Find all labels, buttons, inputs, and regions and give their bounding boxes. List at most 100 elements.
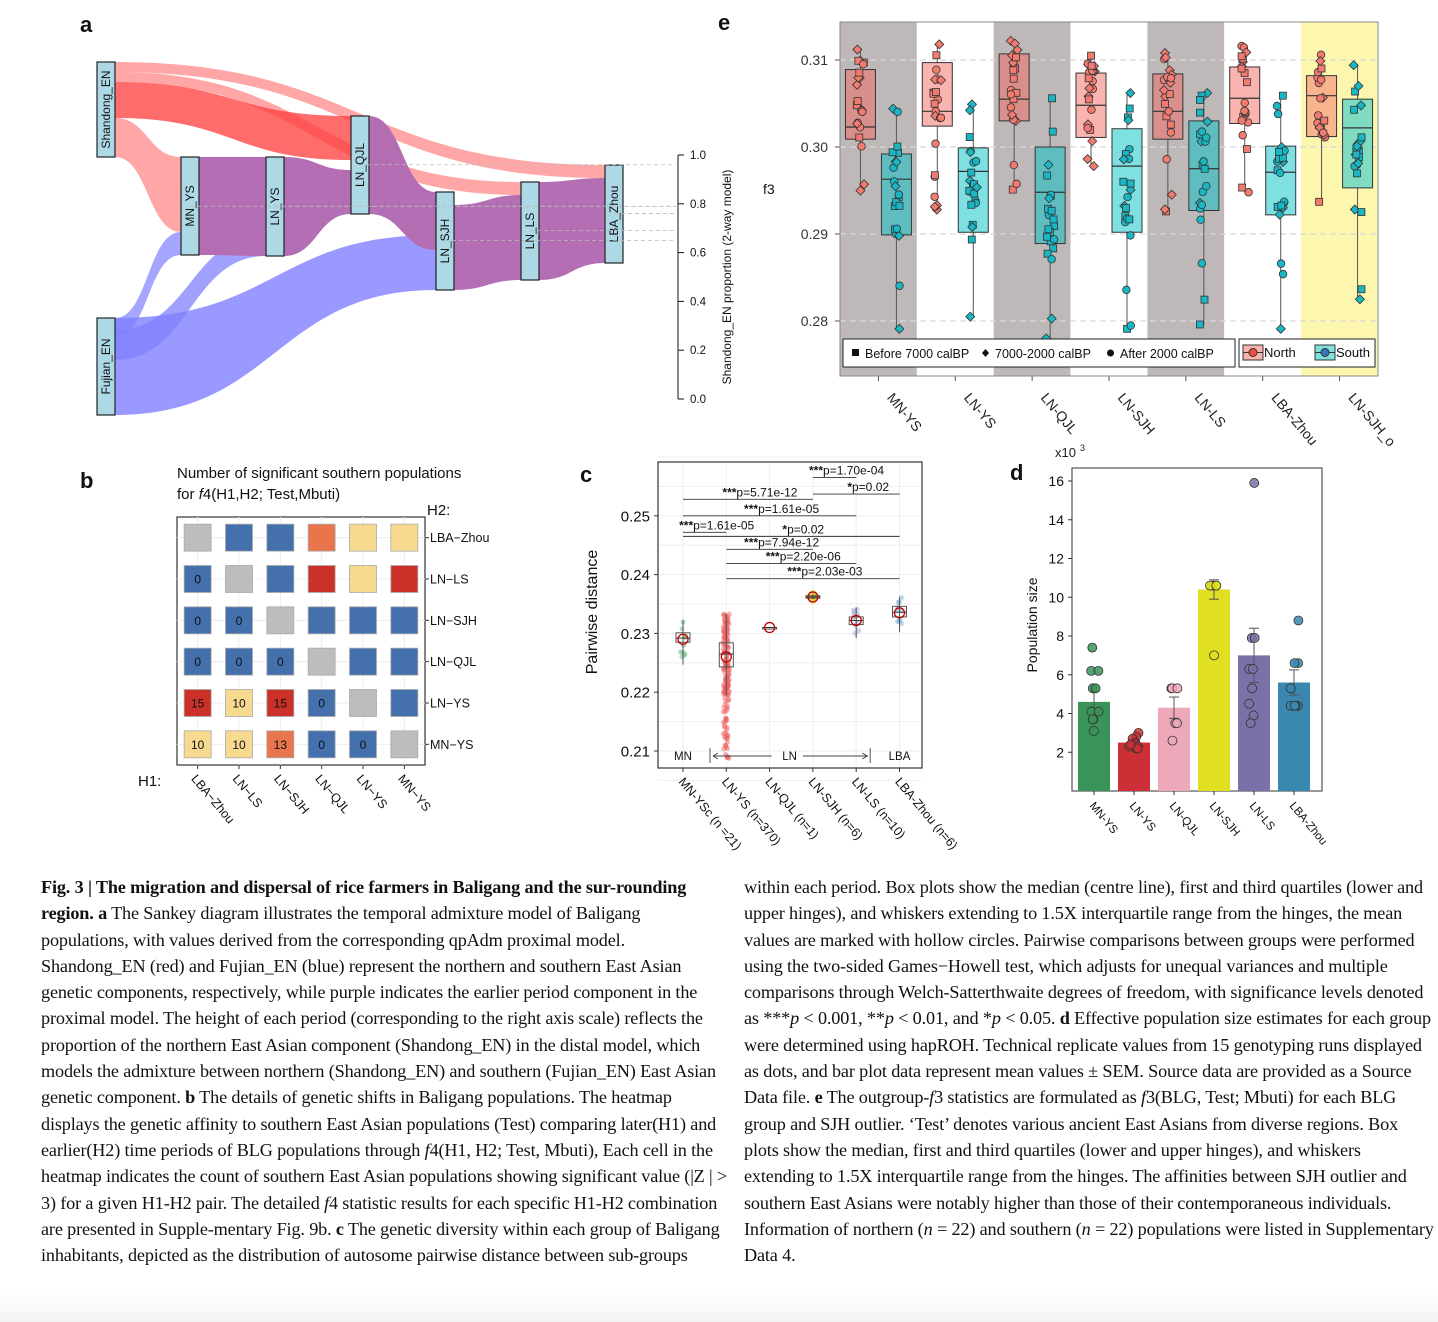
heatmap-cell xyxy=(390,523,419,552)
comparison-pvalue: p=0.02 xyxy=(787,522,824,536)
f3-point-north xyxy=(1317,64,1326,73)
sankey-node-shandong_en xyxy=(96,61,116,158)
f3-point-south xyxy=(1199,157,1208,166)
heatmap-y-tick-label: LN−LS xyxy=(430,573,469,587)
heatmap-cell xyxy=(183,689,212,717)
heatmap-cell-value: 0 xyxy=(194,614,201,628)
comparison-label: ***p=1.61e-05 xyxy=(679,518,754,532)
popsize-replicate-point xyxy=(1289,700,1300,711)
pairwise-point xyxy=(724,745,730,751)
f3-point-north xyxy=(1241,47,1252,58)
comparison-label: ***p=2.20e-06 xyxy=(766,549,841,563)
f3-point-south xyxy=(1277,201,1286,210)
f3-point-north xyxy=(1009,160,1019,170)
population-scale-exponent: 3 xyxy=(1080,443,1085,453)
caption-run: The outgroup- xyxy=(822,1087,930,1108)
pairwise-point xyxy=(726,696,732,703)
caption-run: The details of genetic shifts in Baligan… xyxy=(41,1087,717,1160)
f3-point-north xyxy=(1316,94,1325,103)
popsize-replicate-point xyxy=(1245,718,1256,729)
pairwise-point xyxy=(724,682,730,689)
popsize-replicate-point xyxy=(1087,714,1098,725)
f3-point-north xyxy=(1320,116,1329,125)
heatmap-cell xyxy=(183,606,212,635)
sankey-flow-shandong-qjl xyxy=(115,82,351,160)
heatmap-y-tick-label: LN−QJL xyxy=(430,655,476,669)
f3-plot-frame xyxy=(839,21,1379,377)
pairwise-point xyxy=(726,688,732,694)
sankey-node-label: Fujian_EN xyxy=(99,338,113,394)
legend-south-dot xyxy=(1320,348,1330,357)
f3-point-south xyxy=(1355,100,1367,111)
heatmap-cell xyxy=(266,565,295,593)
pairwise-point xyxy=(721,628,727,634)
pairwise-point xyxy=(898,620,905,627)
pairwise-point xyxy=(724,736,730,742)
heatmap-cell xyxy=(183,730,212,759)
f3-point-north xyxy=(851,79,863,90)
heatmap-cell-value: 0 xyxy=(318,738,325,752)
f3-point-north xyxy=(1009,74,1018,83)
f3-point-north xyxy=(1005,35,1016,46)
caption-run: p xyxy=(991,1008,1001,1029)
caption-run: < 0.01, and * xyxy=(893,1008,992,1029)
f3-point-south xyxy=(964,105,976,116)
heatmap-cell xyxy=(183,647,212,676)
caption-run: < 0.05. xyxy=(1000,1008,1060,1029)
pairwise-point xyxy=(724,739,730,745)
f3-point-south xyxy=(1202,87,1213,99)
popsize-x-tick-label: LN-SJH xyxy=(1207,800,1242,839)
comparison-pvalue: p=5.71e-12 xyxy=(736,485,797,499)
comparison-pvalue: p=1.61e-05 xyxy=(693,518,754,532)
pairwise-point xyxy=(682,651,688,657)
f3-point-north xyxy=(1244,188,1253,197)
f3-point-south xyxy=(891,157,902,168)
heatmap-cell xyxy=(183,523,212,552)
pairwise-point xyxy=(725,698,731,704)
pairwise-point xyxy=(721,666,727,672)
f3-point-south xyxy=(1352,150,1361,159)
heatmap-title-run: f xyxy=(199,486,205,503)
caption-run: 4(H1, H2; Test, Mbuti), Each cell in the… xyxy=(41,1139,728,1213)
comparison-label: ***p=7.94e-12 xyxy=(744,535,819,549)
f3-point-north xyxy=(1242,145,1251,153)
f3-point-north xyxy=(936,113,946,122)
pairwise-point xyxy=(722,743,729,749)
f3-point-south xyxy=(1278,91,1287,100)
f3-point-north xyxy=(857,142,866,151)
popsize-bar xyxy=(1198,589,1230,791)
heatmap-cell xyxy=(307,730,336,759)
f3-point-north xyxy=(1084,83,1095,94)
f3-point-south xyxy=(971,182,982,193)
f3-point-south xyxy=(1200,295,1209,304)
popsize-replicate-point xyxy=(1247,664,1258,674)
pairwise-point xyxy=(722,742,728,748)
pairwise-point xyxy=(722,634,729,640)
comparison-stars: *** xyxy=(787,565,801,579)
heatmap-x-tick-label: LN−LS xyxy=(230,772,266,811)
sankey-axis-tick-label: 1.0 xyxy=(690,150,706,162)
f3-point-north xyxy=(1087,61,1096,70)
pairwise-point xyxy=(720,719,727,726)
f3-point-south xyxy=(1126,231,1135,240)
f3-point-north xyxy=(1166,120,1175,129)
f3-point-north xyxy=(1009,38,1020,49)
heatmap-y-axis-title: H2: xyxy=(427,502,450,519)
pairwise-point xyxy=(720,634,727,641)
heatmap-cell xyxy=(266,730,295,759)
f3-point-south xyxy=(1125,104,1134,113)
heatmap-cell-value: 0 xyxy=(194,573,201,587)
caption-run: p xyxy=(884,1008,894,1029)
popsize-y-tick-label: 14 xyxy=(1048,512,1064,528)
heatmap-cell-value: 0 xyxy=(360,738,367,752)
pairwise-point xyxy=(724,724,730,731)
f3-point-north xyxy=(852,118,863,129)
f3-point-south xyxy=(1126,321,1135,330)
f3-point-north xyxy=(1315,56,1326,67)
pairwise-point xyxy=(898,595,905,601)
pairwise-point xyxy=(720,691,727,697)
f3-point-south xyxy=(965,133,974,141)
legend-north-dot xyxy=(1248,348,1258,357)
f3-point-south xyxy=(1272,101,1282,111)
